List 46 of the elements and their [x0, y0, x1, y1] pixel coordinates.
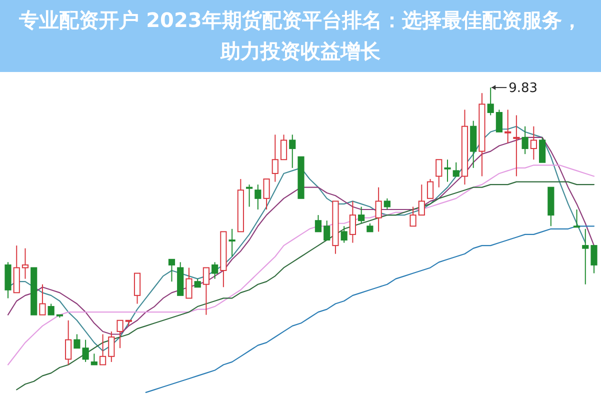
- candlestick: [99, 334, 106, 366]
- candlestick: [263, 178, 270, 210]
- candlestick: [324, 220, 330, 240]
- candlestick: [522, 126, 528, 155]
- candlestick: [590, 245, 598, 274]
- candlestick: [212, 262, 218, 280]
- candlestick: [504, 109, 512, 144]
- candlestick: [65, 320, 72, 366]
- candlestick: [314, 214, 322, 232]
- candlestick: [74, 334, 80, 349]
- candlestick: [349, 200, 356, 244]
- annotation: 9.83: [508, 81, 538, 96]
- chart-title: 专业配资开户 2023年期货配资平台排名：选择最佳配资服务，助力投资收益增长: [0, 0, 601, 72]
- candlestick: [340, 226, 348, 244]
- candlestick: [202, 267, 210, 316]
- candlestick: [358, 206, 365, 224]
- candlestick: [186, 267, 192, 299]
- candlestick: [530, 126, 537, 160]
- candlestick: [90, 353, 98, 366]
- candlestick: [496, 109, 503, 132]
- candlestick: [254, 184, 262, 210]
- candlestick: [22, 248, 29, 280]
- candlestick: [246, 184, 253, 208]
- candlestick: [48, 303, 54, 316]
- candlestick: [452, 162, 460, 177]
- candlestick: [39, 284, 46, 316]
- candlestick: [116, 320, 124, 349]
- candlestick: [375, 186, 382, 232]
- candlestick: [573, 209, 580, 228]
- candlestick: [168, 258, 176, 282]
- candlestick: [272, 134, 278, 182]
- candlestick: [410, 206, 416, 227]
- candlestick: [426, 178, 434, 199]
- candlestick: [418, 184, 425, 216]
- candlestick: [82, 339, 89, 362]
- candlestick: [228, 228, 236, 258]
- candlestick: [538, 136, 546, 163]
- candlestick: [384, 198, 390, 210]
- candlestick: [280, 134, 288, 160]
- candlestick: [289, 134, 296, 168]
- candlestick: [134, 272, 141, 304]
- candlestick: [582, 228, 589, 285]
- candlestick: [513, 114, 520, 177]
- candlestick: [108, 330, 115, 362]
- candlestick: [436, 159, 442, 188]
- candlestick: [444, 159, 451, 182]
